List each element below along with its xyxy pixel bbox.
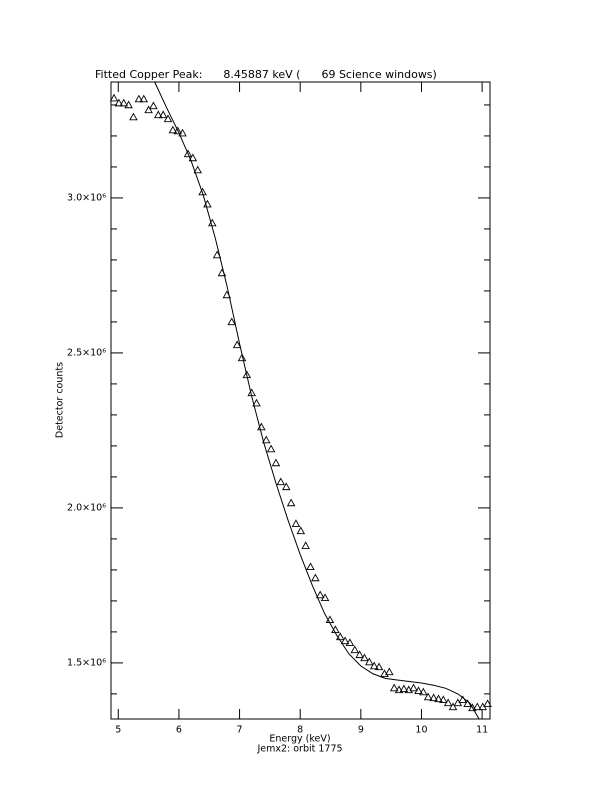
data-point <box>276 477 286 486</box>
data-point <box>296 526 306 535</box>
data-point <box>163 114 173 123</box>
data-point <box>168 125 178 134</box>
data-point <box>369 661 379 670</box>
x-tick-label: 7 <box>237 725 243 736</box>
data-point <box>144 105 153 114</box>
data-point <box>261 435 271 444</box>
x-tick-label: 6 <box>176 725 182 736</box>
data-point <box>188 153 198 162</box>
data-point <box>360 653 369 662</box>
data-point <box>399 684 409 693</box>
data-point <box>149 101 158 110</box>
data-point <box>389 683 399 692</box>
data-point <box>429 693 438 702</box>
data-point <box>394 685 404 694</box>
data-point <box>301 541 310 549</box>
data-point <box>439 695 448 704</box>
data-point <box>281 482 291 491</box>
data-point <box>340 636 350 645</box>
y-tick-label: 2.5×10⁶ <box>67 347 106 358</box>
x-tick-label: 8 <box>297 725 303 736</box>
data-point <box>483 699 492 708</box>
y-tick-label: 3.0×10⁶ <box>67 192 106 203</box>
data-point <box>409 683 418 692</box>
data-point <box>232 340 242 349</box>
data-point <box>345 638 355 646</box>
data-point <box>311 573 320 582</box>
data-point <box>193 165 202 174</box>
data-point <box>154 110 163 119</box>
data-point <box>414 686 423 695</box>
data-point <box>365 657 374 666</box>
x-tick-label: 9 <box>358 725 364 736</box>
data-point <box>423 692 433 701</box>
x-tick-label: 10 <box>415 725 427 736</box>
data-point <box>208 218 217 227</box>
x-axis-label: Energy (keV) <box>269 734 330 745</box>
data-point <box>335 632 345 641</box>
data-point <box>124 100 133 109</box>
data-point <box>448 702 458 711</box>
data-point <box>468 703 477 712</box>
data-point <box>139 94 149 103</box>
data-point <box>237 353 247 362</box>
data-point <box>473 702 482 711</box>
x-tick-label: 5 <box>115 725 121 736</box>
data-point <box>183 149 193 158</box>
data-point <box>134 94 144 103</box>
data-point <box>198 187 207 196</box>
data-point <box>434 694 443 703</box>
data-point <box>227 317 236 326</box>
fit-line <box>154 81 480 720</box>
data-point <box>271 458 281 467</box>
data-point <box>443 698 453 707</box>
data-point <box>178 128 187 137</box>
data-point <box>173 126 182 135</box>
data-point <box>129 112 138 121</box>
y-tick-label: 1.5×10⁶ <box>67 657 106 668</box>
data-point <box>419 687 428 696</box>
data-point <box>252 398 261 407</box>
data-point <box>114 98 124 107</box>
data-point <box>291 519 301 527</box>
data-point <box>374 662 384 671</box>
data-point <box>385 667 394 676</box>
data-point <box>286 498 296 507</box>
plot-frame <box>110 81 491 720</box>
chart-title: Fitted Copper Peak: 8.45887 keV ( 69 Sci… <box>95 68 437 81</box>
data-point <box>158 110 168 119</box>
data-point <box>350 645 360 654</box>
data-point <box>320 593 330 602</box>
data-point <box>463 699 472 708</box>
y-axis-label: Detector counts <box>55 362 66 438</box>
data-point <box>242 370 252 379</box>
y-tick-label: 2.0×10⁶ <box>67 502 106 513</box>
data-point <box>306 562 315 571</box>
data-point <box>355 650 364 659</box>
x-tick-label: 11 <box>476 725 488 736</box>
data-point <box>109 93 119 102</box>
subtitle: Jemx2: orbit 1775 <box>256 744 342 755</box>
data-point <box>119 98 128 107</box>
data-point <box>266 444 276 453</box>
data-point <box>315 590 325 599</box>
